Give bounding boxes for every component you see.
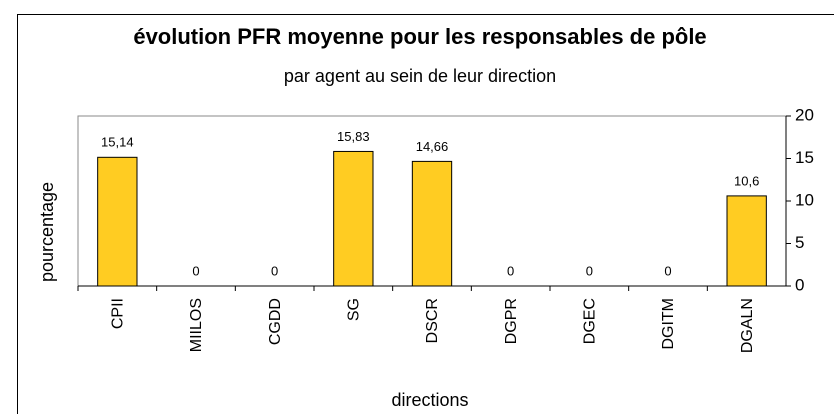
bar: [333, 150, 374, 287]
value-label: 0: [664, 263, 671, 278]
y-tick-label: 10: [795, 190, 814, 209]
x-tick-label: SG: [346, 298, 363, 321]
x-tick-label: DGPR: [503, 298, 520, 344]
x-tick-label: DGEC: [582, 298, 599, 344]
x-tick-label: MIILOS: [188, 298, 205, 352]
value-label: 15,14: [101, 135, 134, 150]
value-label: 0: [192, 263, 199, 278]
x-tick-label: CGDD: [267, 298, 284, 345]
x-tick-label: DGITM: [660, 298, 677, 350]
value-label: 14,66: [416, 139, 449, 154]
chart-title: évolution PFR moyenne pour les responsab…: [133, 24, 706, 49]
value-label: 0: [507, 263, 514, 278]
bar: [411, 160, 453, 287]
x-tick-label: DSCR: [424, 298, 441, 343]
value-label: 0: [271, 263, 278, 278]
x-tick-label: CPII: [110, 298, 127, 329]
value-label: 15,83: [337, 129, 370, 144]
x-tick-label: DGALN: [739, 298, 756, 353]
x-axis-label: directions: [391, 390, 468, 410]
y-tick-label: 20: [795, 105, 814, 124]
y-axis-label: pourcentage: [37, 182, 57, 282]
bar: [97, 156, 138, 287]
y-tick-label: 15: [795, 148, 814, 167]
y-tick-label: 5: [795, 233, 804, 252]
value-label: 10,6: [734, 173, 759, 188]
y-tick-label: 0: [795, 275, 804, 294]
bar: [726, 195, 767, 287]
chart-subtitle: par agent au sein de leur direction: [284, 66, 556, 86]
value-label: 0: [586, 263, 593, 278]
